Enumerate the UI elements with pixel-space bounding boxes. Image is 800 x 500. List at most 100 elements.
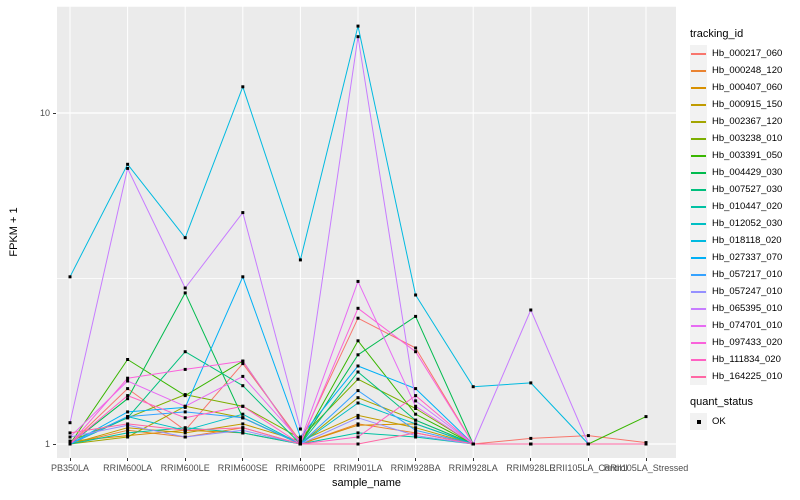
data-point-marker bbox=[529, 308, 533, 312]
data-point-marker bbox=[414, 422, 418, 426]
legend-key bbox=[690, 113, 707, 130]
x-tick-mark bbox=[69, 458, 71, 461]
data-point-marker bbox=[183, 286, 187, 290]
data-point-marker bbox=[241, 426, 245, 430]
data-point-marker bbox=[298, 435, 302, 439]
data-point-marker bbox=[126, 358, 130, 361]
x-tick-mark bbox=[415, 458, 417, 461]
x-tick-label: RRIM928LE bbox=[506, 463, 556, 473]
x-tick-label: RRIM600SE bbox=[217, 463, 268, 473]
legend-item-Hb_000248_120: Hb_000248_120 bbox=[690, 62, 800, 79]
legend-item-Hb_007527_030: Hb_007527_030 bbox=[690, 181, 800, 198]
legend-label: Hb_012052_030 bbox=[712, 218, 783, 229]
legend-label: Hb_000217_060 bbox=[712, 48, 783, 59]
legend-label: Hb_004429_030 bbox=[712, 167, 783, 178]
legend-key bbox=[690, 283, 707, 300]
legend: tracking_id Hb_000217_060 Hb_000248_120 Hb… bbox=[690, 28, 800, 430]
data-point-marker bbox=[644, 415, 648, 419]
data-point-marker bbox=[183, 435, 187, 439]
data-point-marker bbox=[183, 236, 187, 240]
legend-label: Hb_111834_020 bbox=[712, 354, 781, 365]
y-axis-title: FPKM + 1 bbox=[8, 207, 20, 257]
data-point-marker bbox=[414, 350, 418, 354]
data-point-marker bbox=[356, 389, 360, 393]
data-point-marker bbox=[298, 427, 302, 431]
legend-key bbox=[690, 249, 707, 266]
data-point-marker bbox=[126, 410, 130, 414]
legend-key bbox=[690, 334, 707, 351]
data-point-marker bbox=[356, 353, 360, 357]
legend-label: Hb_057217_010 bbox=[712, 269, 783, 280]
data-point-marker bbox=[644, 442, 648, 446]
series-color-line-icon bbox=[691, 189, 706, 191]
legend-item-Hb_000407_060: Hb_000407_060 bbox=[690, 79, 800, 96]
data-point-marker bbox=[414, 426, 418, 430]
data-point-marker bbox=[356, 396, 360, 400]
data-point-marker bbox=[126, 394, 130, 398]
series-color-line-icon bbox=[691, 257, 706, 259]
data-point-marker bbox=[414, 434, 418, 438]
legend-label: Hb_074701_010 bbox=[712, 320, 783, 331]
legend-key bbox=[690, 79, 707, 96]
legend-item-ok: OK bbox=[690, 413, 800, 430]
series-color-line-icon bbox=[691, 291, 706, 293]
tracking-legend-title: tracking_id bbox=[690, 28, 744, 40]
x-tick-label: RRIM928BA bbox=[390, 463, 441, 473]
legend-item-Hb_000915_150: Hb_000915_150 bbox=[690, 96, 800, 113]
data-point-marker bbox=[241, 422, 245, 426]
data-point-marker bbox=[183, 428, 187, 432]
legend-item-Hb_003238_010: Hb_003238_010 bbox=[690, 130, 800, 147]
legend-key bbox=[690, 368, 707, 385]
data-point-marker bbox=[126, 422, 130, 426]
legend-key bbox=[690, 130, 707, 147]
series-color-line-icon bbox=[691, 274, 706, 276]
data-point-marker bbox=[356, 435, 360, 439]
series-color-line-icon bbox=[691, 325, 706, 327]
data-point-marker bbox=[126, 426, 130, 430]
x-tick-label: RRII105LA_Control bbox=[549, 463, 628, 473]
data-point-marker bbox=[356, 35, 360, 39]
data-point-marker bbox=[126, 162, 130, 166]
legend-key bbox=[690, 181, 707, 198]
legend-item-Hb_111834_020: Hb_111834_020 bbox=[690, 351, 800, 368]
data-point-marker bbox=[529, 436, 533, 440]
x-tick-mark bbox=[242, 458, 244, 461]
series-color-line-icon bbox=[691, 70, 706, 72]
x-tick-mark bbox=[184, 458, 186, 461]
series-color-line-icon bbox=[691, 206, 706, 208]
series-color-line-icon bbox=[691, 87, 706, 89]
data-point-marker bbox=[471, 442, 475, 446]
quant-legend-title: quant_status bbox=[690, 396, 753, 408]
data-point-marker bbox=[356, 316, 360, 320]
legend-item-Hb_097433_020: Hb_097433_020 bbox=[690, 334, 800, 351]
legend-label: Hb_000915_150 bbox=[712, 99, 783, 110]
series-color-line-icon bbox=[691, 172, 706, 174]
legend-item-Hb_164225_010: Hb_164225_010 bbox=[690, 368, 800, 385]
data-point-marker bbox=[414, 293, 418, 297]
legend-label: Hb_065395_010 bbox=[712, 303, 783, 314]
data-point-marker bbox=[126, 431, 130, 435]
x-tick-mark bbox=[587, 458, 589, 461]
legend-item-Hb_004429_030: Hb_004429_030 bbox=[690, 164, 800, 181]
y-tick-mark bbox=[53, 443, 56, 445]
data-point-marker bbox=[241, 85, 245, 89]
data-point-marker bbox=[414, 404, 418, 408]
data-point-marker bbox=[183, 291, 187, 295]
series-color-line-icon bbox=[691, 53, 706, 55]
legend-item-Hb_003391_050: Hb_003391_050 bbox=[690, 147, 800, 164]
data-point-marker bbox=[183, 426, 187, 430]
data-point-marker bbox=[356, 442, 360, 446]
x-tick-mark bbox=[472, 458, 474, 461]
legend-key bbox=[690, 317, 707, 334]
data-point-marker bbox=[126, 166, 130, 170]
x-tick-label: PB350LA bbox=[50, 463, 90, 473]
data-point-marker bbox=[126, 397, 130, 401]
legend-key bbox=[690, 198, 707, 215]
legend-label: Hb_000248_120 bbox=[712, 65, 783, 76]
legend-key bbox=[690, 96, 707, 113]
data-point-marker bbox=[471, 385, 475, 389]
data-point-marker bbox=[356, 423, 360, 427]
series-color-line-icon bbox=[691, 308, 706, 310]
data-point-marker bbox=[183, 431, 187, 435]
series-color-line-icon bbox=[691, 104, 706, 106]
